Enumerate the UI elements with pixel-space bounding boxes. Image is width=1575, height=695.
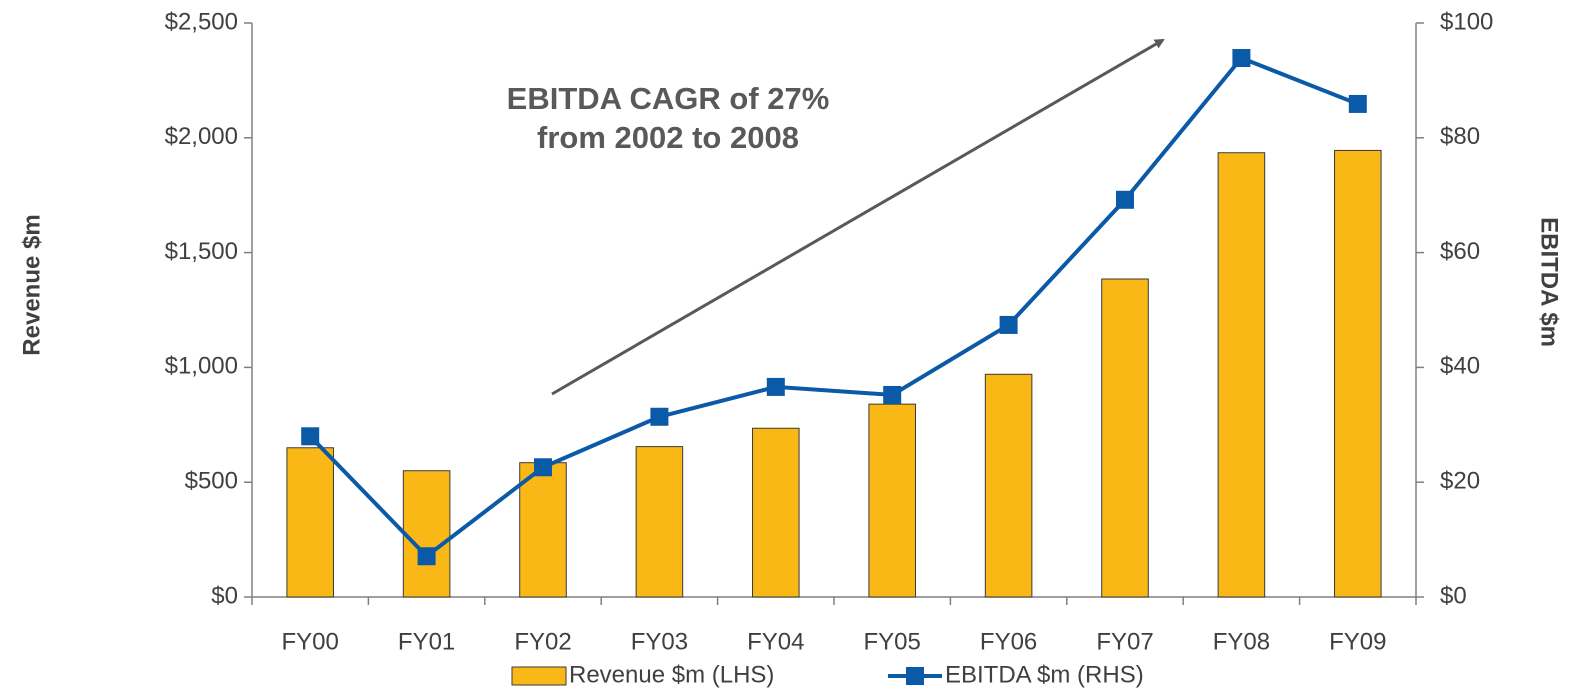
y2-tick-label: $80 [1440, 123, 1480, 150]
marker [999, 315, 1018, 334]
y-tick-label: $0 [211, 582, 238, 609]
line [308, 55, 1359, 559]
legend-swatch [511, 666, 567, 686]
marker [534, 458, 552, 477]
x-tick-label: FY06 [980, 628, 1037, 655]
bar [868, 403, 916, 598]
x-tick-label: FY09 [1329, 628, 1386, 655]
marker [301, 427, 320, 446]
bar [519, 462, 567, 598]
marker [650, 407, 669, 426]
y2-tick-label: $40 [1440, 353, 1480, 380]
y-tick-label: $1,000 [165, 353, 238, 380]
bar [752, 427, 800, 598]
x-tick-label: FY08 [1213, 628, 1270, 655]
legend-swatch [906, 667, 924, 685]
trend-arrow [551, 38, 1165, 396]
bar [1217, 152, 1266, 598]
annotation: EBITDA CAGR of 27% [507, 81, 830, 116]
y-tick-label: $2,500 [165, 8, 238, 35]
annotation: from 2002 to 2008 [537, 120, 799, 155]
marker [1348, 94, 1367, 113]
y2-tick-label: $0 [1440, 582, 1467, 609]
marker [883, 385, 902, 404]
bar [286, 447, 334, 598]
y-tick-label: $500 [185, 468, 238, 495]
marker [417, 547, 436, 566]
marker [1232, 49, 1251, 68]
bar [1101, 278, 1149, 598]
x-tick-label: FY03 [631, 628, 688, 655]
legend-label: Revenue $m (LHS) [569, 661, 774, 688]
y-tick-label: $1,500 [165, 238, 238, 265]
y-axis-title: Revenue $m [18, 214, 45, 355]
y2-tick-label: $60 [1440, 238, 1480, 265]
x-tick-label: FY01 [398, 628, 455, 655]
x-tick-label: FY07 [1096, 628, 1153, 655]
y-tick-label: $2,000 [165, 123, 238, 150]
bar [402, 470, 451, 598]
x-tick-label: FY02 [514, 628, 571, 655]
bar [984, 373, 1033, 598]
x-tick-label: FY05 [864, 628, 921, 655]
bar [635, 446, 684, 598]
y2-axis-title: EBITDA $m [1536, 217, 1563, 347]
legend-label: EBITDA $m (RHS) [945, 661, 1144, 688]
y2-tick-label: $20 [1440, 468, 1480, 495]
bar [1334, 149, 1382, 598]
marker [766, 377, 785, 396]
y2-tick-label: $100 [1440, 8, 1493, 35]
x-tick-label: FY00 [282, 628, 339, 655]
x-tick-label: FY04 [747, 628, 804, 655]
marker [1116, 190, 1134, 209]
